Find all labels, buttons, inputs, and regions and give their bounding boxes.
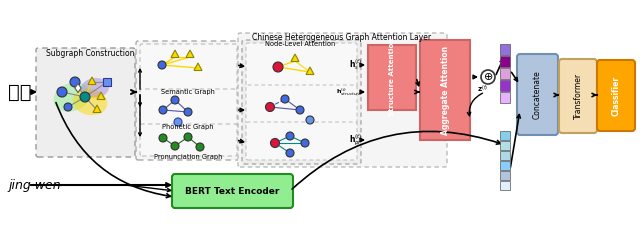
- Text: $\mathbf{h}_s^{(t)}$: $\mathbf{h}_s^{(t)}$: [349, 58, 362, 72]
- Circle shape: [159, 106, 167, 114]
- Text: Semantic Graph: Semantic Graph: [161, 89, 215, 95]
- Text: Phonetic Graph: Phonetic Graph: [163, 124, 214, 130]
- Text: jing wen: jing wen: [8, 179, 61, 192]
- Bar: [500, 161, 510, 170]
- FancyBboxPatch shape: [246, 85, 357, 124]
- Polygon shape: [88, 77, 96, 84]
- Circle shape: [171, 96, 179, 104]
- Bar: [500, 171, 510, 180]
- Circle shape: [306, 116, 314, 124]
- FancyBboxPatch shape: [140, 44, 237, 90]
- FancyBboxPatch shape: [517, 54, 558, 135]
- Polygon shape: [75, 84, 81, 92]
- Circle shape: [196, 143, 204, 151]
- Circle shape: [70, 77, 80, 87]
- Text: Subgraph Construction: Subgraph Construction: [45, 49, 134, 59]
- Polygon shape: [97, 92, 105, 100]
- Text: $\mathbf{h}_{pr}^{(t)}$: $\mathbf{h}_{pr}^{(t)}$: [349, 132, 362, 148]
- Circle shape: [286, 132, 294, 140]
- Circle shape: [301, 139, 309, 147]
- Text: Classifier: Classifier: [611, 76, 621, 116]
- Circle shape: [171, 142, 179, 150]
- Circle shape: [481, 70, 495, 84]
- Ellipse shape: [81, 78, 109, 98]
- Ellipse shape: [54, 82, 90, 112]
- Circle shape: [271, 138, 280, 148]
- Bar: [500, 68, 510, 79]
- Polygon shape: [171, 50, 179, 58]
- Text: Structure Attention: Structure Attention: [389, 38, 395, 116]
- FancyBboxPatch shape: [246, 43, 357, 87]
- Bar: [500, 131, 510, 140]
- FancyBboxPatch shape: [136, 41, 240, 160]
- Circle shape: [266, 102, 275, 112]
- Bar: [500, 92, 510, 103]
- Text: Concatenate: Concatenate: [532, 71, 541, 119]
- Circle shape: [64, 103, 72, 111]
- Text: Chinese Heterogeneous Graph Attention Layer: Chinese Heterogeneous Graph Attention La…: [252, 34, 431, 42]
- Text: Node-Level Attention: Node-Level Attention: [265, 41, 335, 47]
- Bar: [500, 181, 510, 190]
- Circle shape: [184, 133, 192, 141]
- Text: Pronunciation Graph: Pronunciation Graph: [154, 154, 222, 160]
- Circle shape: [296, 106, 304, 114]
- Bar: [500, 80, 510, 91]
- Text: Transformer: Transformer: [573, 73, 582, 119]
- Text: Aggregate Attention: Aggregate Attention: [440, 45, 449, 135]
- Text: 靖零: 靖零: [8, 83, 31, 102]
- Circle shape: [184, 108, 192, 116]
- Text: $\mathbf{h}_{structure}^{(t)}$: $\mathbf{h}_{structure}^{(t)}$: [336, 86, 362, 98]
- Polygon shape: [306, 67, 314, 74]
- FancyBboxPatch shape: [597, 60, 635, 131]
- Bar: [500, 56, 510, 67]
- Circle shape: [80, 92, 90, 102]
- Circle shape: [158, 61, 166, 69]
- Polygon shape: [93, 105, 101, 113]
- Circle shape: [281, 95, 289, 103]
- FancyBboxPatch shape: [559, 59, 597, 133]
- Circle shape: [159, 134, 167, 142]
- FancyBboxPatch shape: [36, 48, 135, 157]
- FancyBboxPatch shape: [368, 45, 416, 110]
- FancyBboxPatch shape: [420, 40, 470, 140]
- FancyBboxPatch shape: [140, 124, 237, 156]
- FancyBboxPatch shape: [242, 40, 361, 164]
- Polygon shape: [103, 78, 111, 86]
- Text: $\mathbf{z}^{(t)}$: $\mathbf{z}^{(t)}$: [477, 83, 489, 94]
- FancyBboxPatch shape: [172, 174, 293, 208]
- Circle shape: [57, 87, 67, 97]
- FancyBboxPatch shape: [140, 89, 237, 126]
- Polygon shape: [291, 54, 299, 61]
- Polygon shape: [194, 63, 202, 71]
- Circle shape: [174, 118, 182, 126]
- Text: BERT Text Encoder: BERT Text Encoder: [185, 186, 279, 196]
- Ellipse shape: [72, 89, 108, 115]
- Circle shape: [273, 62, 283, 72]
- Bar: [500, 151, 510, 160]
- Polygon shape: [186, 50, 194, 58]
- FancyBboxPatch shape: [238, 33, 447, 167]
- Bar: [500, 141, 510, 150]
- Text: $\oplus$: $\oplus$: [483, 72, 493, 83]
- Bar: [500, 44, 510, 55]
- Circle shape: [286, 149, 294, 157]
- FancyBboxPatch shape: [246, 122, 357, 160]
